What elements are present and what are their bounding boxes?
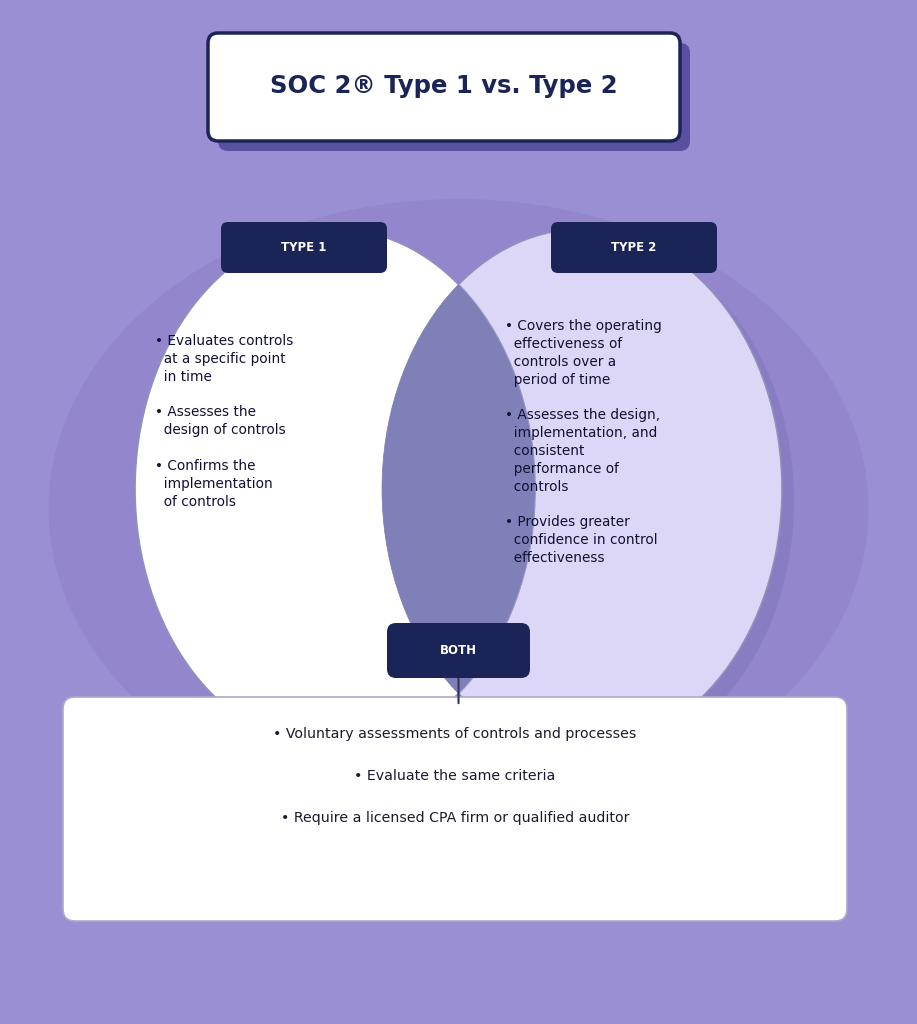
FancyBboxPatch shape	[63, 697, 847, 921]
FancyBboxPatch shape	[387, 623, 530, 678]
Text: • Evaluate the same criteria: • Evaluate the same criteria	[354, 769, 556, 783]
FancyBboxPatch shape	[218, 43, 690, 151]
Text: • Voluntary assessments of controls and processes: • Voluntary assessments of controls and …	[273, 727, 636, 741]
FancyBboxPatch shape	[551, 222, 717, 273]
Text: • Covers the operating
  effectiveness of
  controls over a
  period of time

• : • Covers the operating effectiveness of …	[505, 319, 662, 565]
Ellipse shape	[49, 199, 868, 819]
Text: TYPE 1: TYPE 1	[282, 241, 326, 254]
FancyBboxPatch shape	[208, 33, 680, 141]
Ellipse shape	[382, 229, 782, 749]
Ellipse shape	[394, 241, 794, 761]
Ellipse shape	[382, 229, 782, 749]
Text: • Require a licensed CPA firm or qualified auditor: • Require a licensed CPA firm or qualifi…	[281, 811, 629, 825]
FancyBboxPatch shape	[221, 222, 387, 273]
Text: BOTH: BOTH	[440, 644, 477, 657]
Text: • Evaluates controls
  at a specific point
  in time

• Assesses the
  design of: • Evaluates controls at a specific point…	[155, 334, 293, 509]
Text: SOC 2® Type 1 vs. Type 2: SOC 2® Type 1 vs. Type 2	[271, 75, 618, 98]
Text: TYPE 2: TYPE 2	[612, 241, 657, 254]
Ellipse shape	[135, 229, 535, 749]
Ellipse shape	[147, 241, 547, 761]
